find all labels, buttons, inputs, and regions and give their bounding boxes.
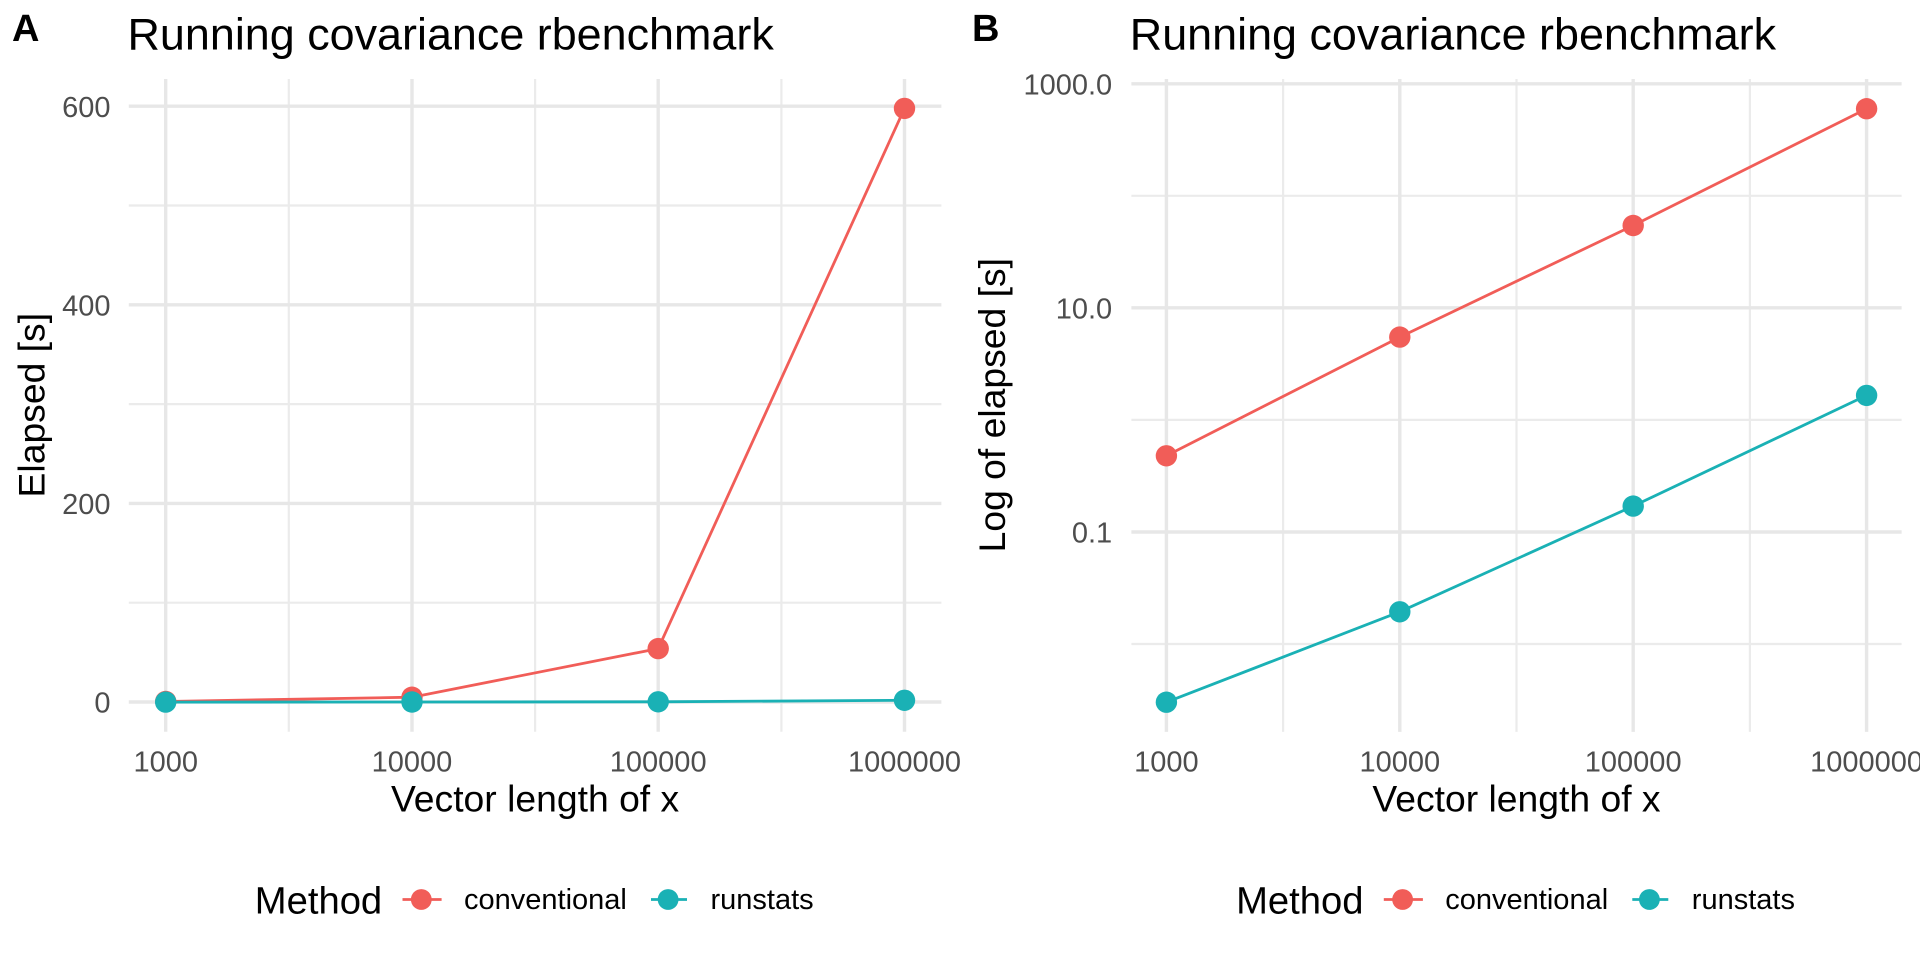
svg-text:1000.0: 1000.0	[1023, 69, 1112, 101]
svg-text:runstats: runstats	[1692, 884, 1795, 916]
svg-text:0: 0	[94, 688, 110, 720]
svg-text:100000: 100000	[610, 747, 707, 779]
svg-text:0.1: 0.1	[1072, 518, 1112, 550]
svg-text:Vector length of x: Vector length of x	[391, 778, 680, 820]
svg-text:1000000: 1000000	[1810, 747, 1920, 779]
svg-text:200: 200	[62, 489, 110, 521]
svg-text:Vector length of x: Vector length of x	[1372, 778, 1661, 820]
svg-text:Method: Method	[255, 880, 382, 923]
svg-text:1000: 1000	[133, 747, 198, 779]
svg-text:1000000: 1000000	[848, 747, 961, 779]
svg-text:1000: 1000	[1134, 747, 1199, 779]
svg-text:Running covariance rbenchmark: Running covariance rbenchmark	[1130, 9, 1777, 60]
svg-text:runstats: runstats	[711, 884, 814, 916]
svg-text:400: 400	[62, 290, 110, 322]
svg-text:Method: Method	[1236, 880, 1363, 923]
svg-text:100000: 100000	[1585, 747, 1682, 779]
svg-text:Elapsed [s]: Elapsed [s]	[11, 313, 53, 498]
svg-text:conventional: conventional	[464, 884, 627, 916]
svg-text:10.0: 10.0	[1056, 293, 1112, 325]
svg-text:10000: 10000	[1359, 747, 1440, 779]
svg-text:10000: 10000	[372, 747, 453, 779]
svg-text:B: B	[972, 8, 999, 50]
svg-text:Log of elapsed [s]: Log of elapsed [s]	[971, 258, 1013, 552]
svg-text:Running covariance rbenchmark: Running covariance rbenchmark	[128, 9, 775, 60]
svg-text:conventional: conventional	[1445, 884, 1608, 916]
svg-text:A: A	[12, 8, 39, 50]
svg-text:600: 600	[62, 92, 110, 124]
